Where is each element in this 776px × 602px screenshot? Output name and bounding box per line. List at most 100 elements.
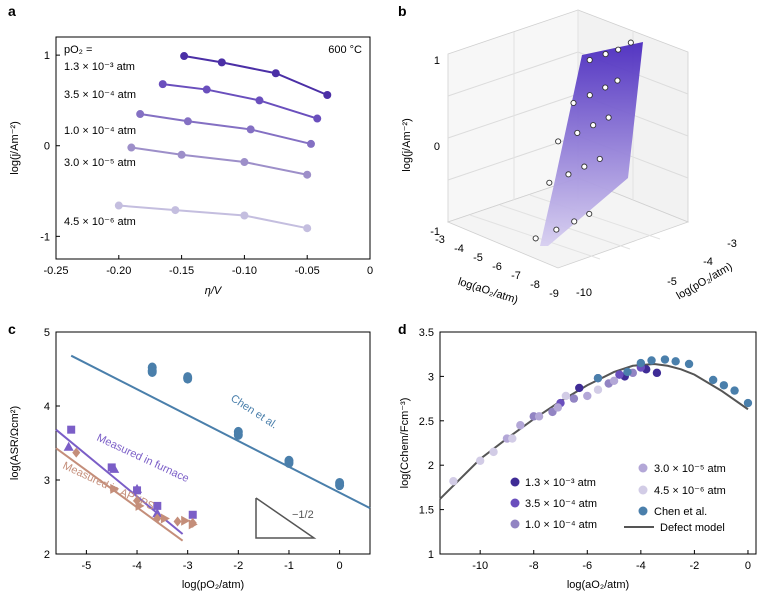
panel-b-point xyxy=(565,171,572,178)
panel-d-xtick-label: 0 xyxy=(745,560,751,572)
panel-c-point xyxy=(109,463,120,473)
panel-d-ytick-label: 1 xyxy=(428,549,434,561)
panel-c-y-axis-label: log(ASR/Ωcm²) xyxy=(9,406,21,480)
panel-b-point xyxy=(532,235,539,242)
panel-a-legend-title: pO₂ = xyxy=(64,44,92,56)
legend-label-5: 4.5 × 10⁻⁶ atm xyxy=(654,485,726,497)
panel-b-point xyxy=(586,92,593,99)
panel-d-xtick-label: -6 xyxy=(582,560,592,572)
panel-b-point xyxy=(605,114,612,121)
panel-c-point xyxy=(335,480,345,491)
panel-d-point xyxy=(593,385,603,394)
panel-a-label-1: 1.3 × 10⁻³ atm xyxy=(64,61,135,73)
panel-a-point xyxy=(313,114,322,123)
panel-b-xtick: -8 xyxy=(530,279,540,291)
panel-c-fit-line xyxy=(55,447,184,542)
legend-marker-6 xyxy=(638,506,648,516)
panel-d-legend: 1.3 × 10⁻³ atm 3.5 × 10⁻⁴ atm 1.0 × 10⁻⁴… xyxy=(510,463,726,534)
panel-c-point xyxy=(183,373,193,384)
panel-b-point xyxy=(602,51,609,58)
panel-b-point xyxy=(596,155,603,162)
panel-c-xtick-label: 0 xyxy=(337,560,343,572)
panel-a-point xyxy=(177,150,186,159)
panel-c-point xyxy=(153,513,162,524)
panel-c-slope-label: −1/2 xyxy=(292,509,314,521)
panel-a-series-line xyxy=(183,55,328,96)
panel-b-point xyxy=(586,57,593,64)
panel-b-point xyxy=(571,218,578,225)
panel-d-point xyxy=(743,398,753,408)
panel-a-point xyxy=(271,69,280,78)
panel-b-points xyxy=(532,39,634,242)
panel-b-z-axis-label: log(j/Am⁻²) xyxy=(401,118,413,171)
panel-b-xtick: -5 xyxy=(473,252,483,264)
panel-c-point xyxy=(188,510,197,519)
panel-a-ytick-label: -1 xyxy=(40,231,50,243)
panel-a-ytick-label: 0 xyxy=(44,141,50,153)
panel-d-point xyxy=(636,358,646,368)
panel-a-temperature: 600 °C xyxy=(328,44,362,56)
panel-c-slope-triangle xyxy=(255,497,317,539)
panel-b-point xyxy=(602,84,609,91)
panel-a-label-5: 4.5 × 10⁻⁶ atm xyxy=(64,216,136,228)
panel-c-xtick-label: -5 xyxy=(81,560,91,572)
panel-a-xtick-label: -0.05 xyxy=(295,265,320,277)
panel-label-b: b xyxy=(398,3,407,19)
panel-c-point xyxy=(160,513,170,524)
panel-b-point xyxy=(553,226,560,233)
panel-c-point xyxy=(188,519,198,530)
panel-a-label-4: 3.0 × 10⁻⁵ atm xyxy=(64,157,136,169)
panel-b-point xyxy=(615,46,622,53)
panel-d-ytick-label: 3.5 xyxy=(419,327,434,339)
panel-b-point xyxy=(546,179,553,186)
panel-a-point xyxy=(323,90,332,99)
panel-b-surface xyxy=(540,42,643,246)
panel-a-y-axis-label: log(j/Am⁻²) xyxy=(9,121,21,174)
legend-label-6: Chen et al. xyxy=(654,506,707,518)
panel-d-ytick-label: 3 xyxy=(428,371,434,383)
panel-a-series-line xyxy=(162,83,318,120)
panel-c-point xyxy=(181,515,191,526)
panel-c-frame xyxy=(55,331,371,555)
panel-a-xtick-label: -0.25 xyxy=(43,265,68,277)
panel-b-ytick: -4 xyxy=(703,256,713,268)
legend-marker-5 xyxy=(638,485,648,495)
panel-a-point xyxy=(136,110,145,119)
panel-b-xtick: -6 xyxy=(492,261,502,273)
panel-a-point xyxy=(303,224,312,233)
panel-b-ztick-0: 0 xyxy=(434,141,440,153)
panel-d-point xyxy=(615,370,624,379)
panel-c-point xyxy=(63,441,74,451)
panel-d-ytick-label: 1.5 xyxy=(419,505,434,517)
panel-b-ytick: -3 xyxy=(727,238,737,250)
panel-c-label-furnace: Measured in furnace xyxy=(95,432,191,485)
panel-a-point xyxy=(171,206,180,215)
panel-b-point xyxy=(586,210,593,217)
legend-label-2: 3.5 × 10⁻⁴ atm xyxy=(525,498,597,510)
panel-c-point xyxy=(107,463,116,472)
panel-a-point xyxy=(303,170,312,179)
panel-c-point xyxy=(233,429,243,440)
panel-a-series-line xyxy=(118,204,308,230)
panel-a-point xyxy=(127,143,136,152)
panel-d-point xyxy=(569,394,579,403)
panel-c-point xyxy=(284,457,294,468)
panel-c-x-axis-label: log(pO₂/atm) xyxy=(182,579,244,591)
panel-d-frame xyxy=(439,331,757,555)
panel-b-xtick: -7 xyxy=(511,270,521,282)
panel-a-point xyxy=(306,139,315,148)
panel-d-point xyxy=(516,421,525,430)
panel-d-point xyxy=(561,391,571,401)
panel-d-point xyxy=(449,476,458,486)
panel-b-x-ticks: -3 -4 -5 -6 -7 -8 -9 -10 xyxy=(435,234,592,300)
panel-d-point xyxy=(575,383,584,393)
panel-c-ytick-label: 4 xyxy=(44,401,50,413)
panel-c-xtick-label: -2 xyxy=(233,560,243,572)
panel-b-point xyxy=(614,77,621,84)
panel-c-point xyxy=(67,425,76,434)
panel-c-point xyxy=(173,516,182,527)
panel-b-3d-chart: 1 0 -1 log(j/Am⁻²) -3 -4 -5 -6 -7 -8 -9 … xyxy=(401,9,737,306)
panel-a-x-axis-label: η/V xyxy=(205,285,223,297)
legend-marker-3 xyxy=(510,519,520,529)
